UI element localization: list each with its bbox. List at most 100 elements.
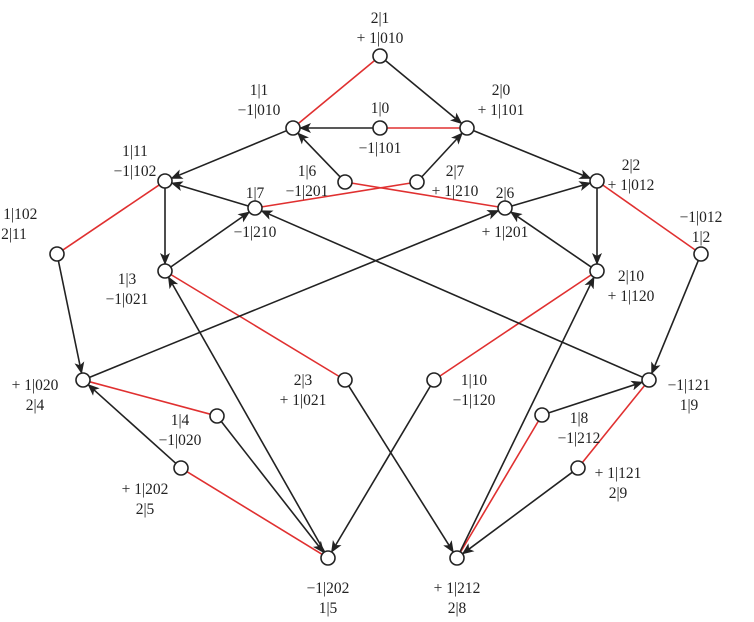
red-edge-3 bbox=[602, 184, 696, 251]
node-label: 2|10 bbox=[618, 268, 645, 285]
node-label: −1|201 bbox=[286, 183, 329, 200]
node-label: + 1|120 bbox=[608, 288, 655, 305]
node-circle bbox=[337, 174, 353, 190]
node-circle bbox=[534, 407, 550, 423]
node-circle bbox=[589, 173, 605, 189]
arrow-edge-13 bbox=[650, 260, 700, 375]
arrow-edge-20 bbox=[330, 385, 432, 553]
node-label: −1|120 bbox=[453, 392, 496, 409]
red-edge-11 bbox=[459, 420, 540, 553]
node-label: −1|101 bbox=[359, 140, 402, 157]
node-circle bbox=[157, 173, 173, 189]
arrow-edge-19 bbox=[348, 385, 454, 553]
red-edge-9 bbox=[186, 470, 323, 556]
node-label: + 1|021 bbox=[280, 392, 327, 409]
node-label: 1|8 bbox=[570, 410, 589, 427]
red-edge-5 bbox=[261, 182, 411, 208]
node-circle bbox=[372, 120, 388, 136]
node-label: 1|10 bbox=[461, 372, 488, 389]
node-circle bbox=[426, 372, 442, 388]
node-label: 2|2 bbox=[622, 157, 641, 174]
arrow-edge-18 bbox=[167, 276, 326, 553]
node-circle bbox=[497, 200, 513, 216]
arrow-edge-23 bbox=[461, 471, 573, 555]
arrow-edge-12 bbox=[57, 260, 85, 375]
node-circle bbox=[337, 372, 353, 388]
node-circle bbox=[459, 120, 475, 136]
node-circle bbox=[409, 174, 425, 190]
node-label: −1|010 bbox=[238, 102, 281, 119]
node-label: + 1|010 bbox=[357, 30, 404, 47]
arrow-edge-5 bbox=[421, 132, 463, 178]
arrow-edge-4 bbox=[297, 132, 341, 178]
node-label: 1|1 bbox=[250, 82, 269, 99]
labels-group: 2|1 + 1|010 1|1 −1|010 1|0 −1|101 2|0 + 1|101 1|… bbox=[0, 10, 722, 617]
arrow-edge-17 bbox=[220, 421, 325, 554]
node-circle bbox=[570, 460, 586, 476]
node-label: 2|11 bbox=[1, 226, 27, 243]
node-circle bbox=[641, 372, 657, 388]
node-label: + 1|210 bbox=[432, 183, 479, 200]
red-edge-8 bbox=[89, 381, 211, 415]
node-label: 2|0 bbox=[492, 82, 511, 99]
node-label: + 1|012 bbox=[608, 177, 655, 194]
node-label: 1|0 bbox=[371, 100, 390, 117]
node-label: 1|7 bbox=[246, 185, 265, 202]
node-label: + 1|102 bbox=[0, 206, 37, 223]
nodes-group bbox=[49, 48, 709, 566]
node-label: −1|020 bbox=[159, 432, 202, 449]
arrow-edge-21 bbox=[459, 276, 595, 553]
node-label: + 1|201 bbox=[482, 224, 529, 241]
arrow-edge-14 bbox=[89, 209, 500, 379]
node-circle bbox=[157, 263, 173, 279]
node-label: −1|202 bbox=[307, 580, 350, 597]
arrow-edge-0 bbox=[384, 59, 463, 125]
arrow-edge-22 bbox=[548, 380, 644, 414]
node-circle bbox=[589, 263, 605, 279]
node-circle bbox=[75, 372, 91, 388]
black-edges-group bbox=[57, 59, 700, 555]
node-label: 1|2 bbox=[692, 229, 711, 246]
node-label: + 1|101 bbox=[478, 102, 525, 119]
red-edge-0 bbox=[297, 59, 376, 125]
node-label: 1|6 bbox=[298, 163, 317, 180]
red-edge-2 bbox=[62, 184, 160, 251]
node-label: −1|121 bbox=[668, 377, 711, 394]
red-edge-10 bbox=[581, 384, 646, 464]
arrow-edge-10 bbox=[511, 181, 592, 207]
node-label: −1|212 bbox=[558, 430, 601, 447]
node-label: −1|210 bbox=[234, 224, 277, 241]
arrow-edge-7 bbox=[170, 181, 249, 207]
node-circle bbox=[449, 550, 465, 566]
node-circle bbox=[320, 550, 336, 566]
red-edges-group bbox=[62, 59, 696, 556]
node-circle bbox=[285, 120, 301, 136]
node-circle bbox=[247, 200, 263, 216]
arrow-edge-3 bbox=[473, 129, 592, 180]
node-label: 2|1 bbox=[371, 10, 390, 27]
node-label: −1|102 bbox=[114, 163, 157, 180]
red-edge-4 bbox=[351, 182, 499, 208]
node-label: 2|6 bbox=[496, 185, 515, 202]
red-edge-7 bbox=[439, 274, 592, 377]
node-circle bbox=[209, 408, 225, 424]
node-label: −1|012 bbox=[680, 209, 723, 226]
node-circle bbox=[49, 246, 65, 262]
node-label: 1|11 bbox=[122, 143, 148, 160]
arrow-edge-8 bbox=[170, 211, 251, 268]
node-label: + 1|020 bbox=[12, 377, 59, 394]
node-label: 1|9 bbox=[680, 397, 699, 414]
arrow-edge-11 bbox=[509, 211, 592, 268]
node-circle bbox=[173, 460, 189, 476]
node-label: 2|9 bbox=[609, 485, 628, 502]
node-label: + 1|212 bbox=[434, 580, 481, 597]
node-label: + 1|202 bbox=[122, 481, 169, 498]
node-label: 2|3 bbox=[294, 372, 313, 389]
arrow-edge-15 bbox=[260, 210, 643, 378]
arrow-edge-2 bbox=[170, 129, 287, 180]
node-label: 2|4 bbox=[26, 397, 45, 414]
node-label: 1|5 bbox=[319, 600, 338, 617]
node-label: −1|021 bbox=[106, 291, 149, 308]
node-label: 2|5 bbox=[136, 501, 155, 518]
